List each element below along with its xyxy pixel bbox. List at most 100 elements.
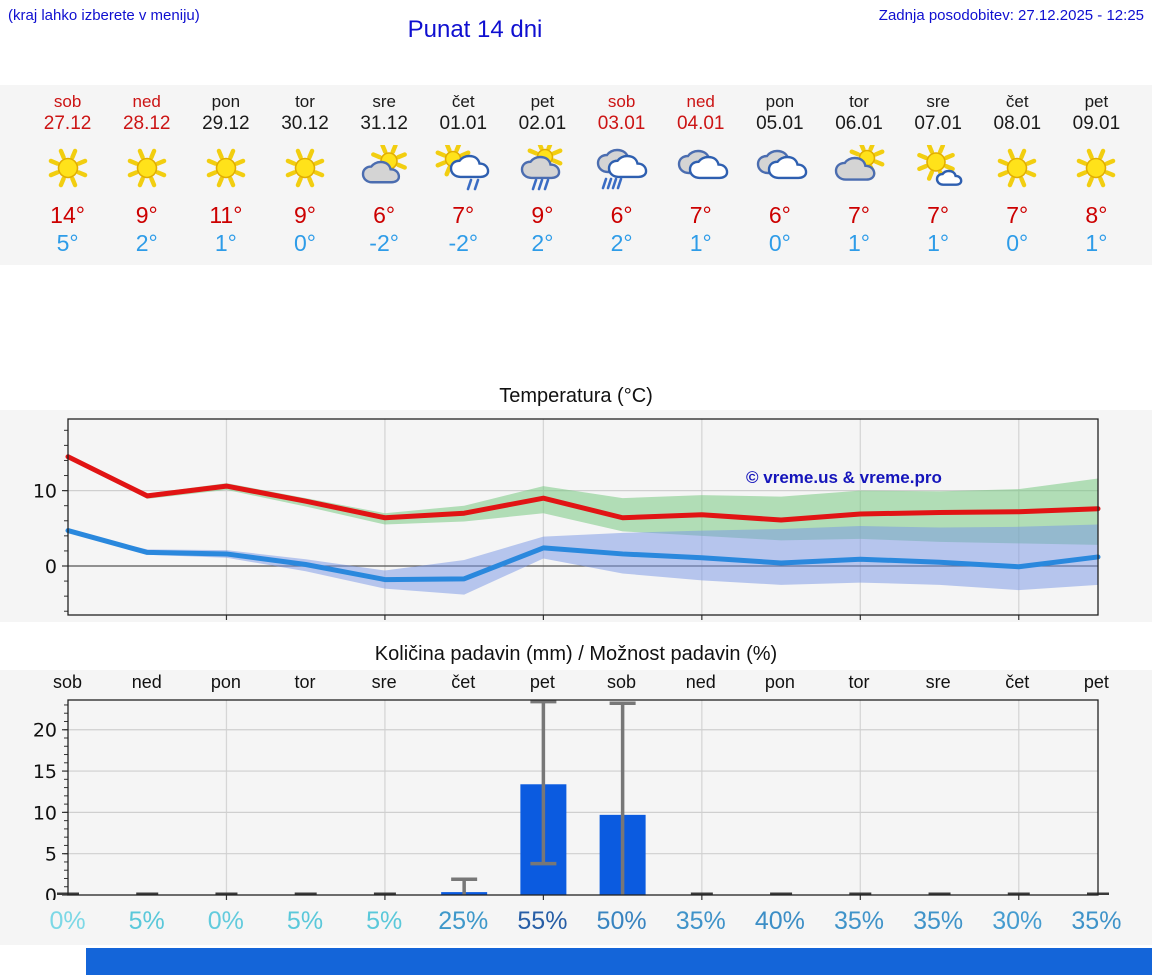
day-min-temp: 2° [135,230,158,256]
day-max-temp: 7° [452,202,475,228]
sunny-icon [989,141,1045,197]
day-max-temp: 6° [373,202,396,228]
precip-probability: 35% [913,907,964,935]
day-date: 05.01 [756,113,804,134]
sunny-icon [277,141,333,197]
day-name: sre [926,92,950,111]
precip-probability: 55% [517,907,568,935]
day-date: 03.01 [597,113,646,134]
day-max-temp: 9° [531,202,554,228]
precipitation-chart: sob ned pon tor sre čet pet sob ned pon tor sre čet p… [0,670,1152,945]
day-name: ned [686,92,715,111]
precipitation-plot: 0 5 10 15 20 [0,698,1152,907]
day-min-temp: 2° [531,230,554,256]
day-date: 06.01 [835,113,883,134]
footer-bar [86,948,1152,975]
forecast-day: sre 07.01 7° 1° [899,91,978,257]
precip-day-label: sob [607,672,637,692]
last-updated-text: Zadnja posodobitev: 27.12.2025 - 12:25 [878,7,1144,24]
day-max-temp: 8° [1085,202,1108,228]
temperature-chart-title: Temperatura (°C) [499,385,653,407]
day-date: 31.12 [360,113,408,134]
precip-probability: 25% [438,907,489,935]
svg-text:0: 0 [45,885,57,900]
forecast-day: čet 08.01 7° 0° [978,91,1057,257]
forecast-day: tor 06.01 7° 1° [819,91,898,257]
day-min-temp: 0° [1006,230,1029,256]
day-min-temp: -2° [448,230,479,256]
precip-probability: 5% [366,907,403,935]
day-min-temp: 1° [847,230,870,256]
precip-probability-row: 0% 5% 0% 5% 5% 25% 55% 50% 35% 40% 35% 35% 30% 35% [28,902,1136,940]
day-name: ned [132,92,161,111]
precip-day-label: sre [371,672,397,692]
precip-probability: 0% [49,907,86,935]
day-date: 08.01 [993,113,1042,134]
forecast-day: pet 09.01 8° 1° [1057,91,1136,257]
sun-small-cloud-icon [910,141,966,197]
svg-text:10: 10 [33,802,57,824]
day-max-temp: 6° [768,202,791,228]
day-date: 07.01 [914,113,962,134]
precip-day-label: sob [53,672,83,692]
sun-cloud-icon [356,141,412,197]
day-max-temp: 7° [689,202,712,228]
day-min-temp: -2° [369,230,399,256]
day-date: 01.01 [439,113,488,134]
day-date: 29.12 [202,113,250,134]
precip-probability: 35% [833,907,885,935]
day-name: sob [607,92,636,111]
day-min-temp: 1° [1085,230,1108,256]
day-name: tor [295,92,315,111]
sunny-icon [119,141,175,197]
sunny-icon [1068,141,1124,197]
day-name: pet [530,92,555,111]
sun-cloud-rain-2-icon [435,141,491,197]
day-name: čet [1005,92,1029,111]
precip-probability: 35% [675,907,726,935]
precip-probability: 5% [128,907,165,935]
day-max-temp: 14° [50,202,85,228]
precip-day-label: tor [294,672,316,692]
svg-text:10: 10 [33,481,57,503]
forecast-day: pet 02.01 9° 2° [503,91,582,257]
precip-day-label: čet [451,672,476,692]
forecast-day: ned 28.12 9° 2° [107,91,186,257]
day-max-temp: 9° [135,202,158,228]
precipitation-chart-title: Količina padavin (mm) / Možnost padavin … [374,643,778,665]
forecast-day: pon 05.01 6° 0° [740,91,819,257]
forecast-day: tor 30.12 9° 0° [265,91,344,257]
precip-day-label: ned [131,672,162,692]
forecast-day: sob 27.12 14° 5° [28,91,107,257]
sunny-icon [198,141,254,197]
precip-probability: 0% [207,907,244,935]
day-name: sob [53,92,82,111]
day-min-temp: 1° [214,230,237,256]
svg-text:15: 15 [33,761,57,783]
day-date: 09.01 [1072,113,1121,134]
day-max-temp: 6° [610,202,633,228]
forecast-day: sre 31.12 6° -2° [345,91,424,257]
precip-day-label: pon [764,672,795,692]
day-max-temp: 7° [847,202,870,228]
precip-probability: 5% [286,907,324,935]
cloudy-icon [752,141,808,197]
cloudy-icon [673,141,729,197]
page-title: Punat 14 dni [407,16,543,43]
day-name: pon [765,92,795,111]
day-date: 02.01 [518,113,567,134]
temperature-chart: 0 10 © vreme.us & vreme.pro [0,410,1152,622]
day-name: čet [451,92,475,111]
day-max-temp: 7° [927,202,950,228]
precip-probability: 35% [1071,907,1122,935]
svg-text:20: 20 [33,720,57,742]
day-max-temp: 7° [1006,202,1029,228]
menu-hint-text: (kraj lahko izberete v meniju) [8,7,200,24]
day-max-temp: 9° [293,202,316,228]
forecast-grid: sob 27.12 14° 5° ned 28.12 9° 2° pon 29.… [28,91,1136,257]
day-date: 27.12 [43,113,92,134]
forecast-day: pon 29.12 11° 1° [186,91,265,257]
precip-day-label: tor [848,672,870,692]
cloud-sun-icon [831,141,887,197]
